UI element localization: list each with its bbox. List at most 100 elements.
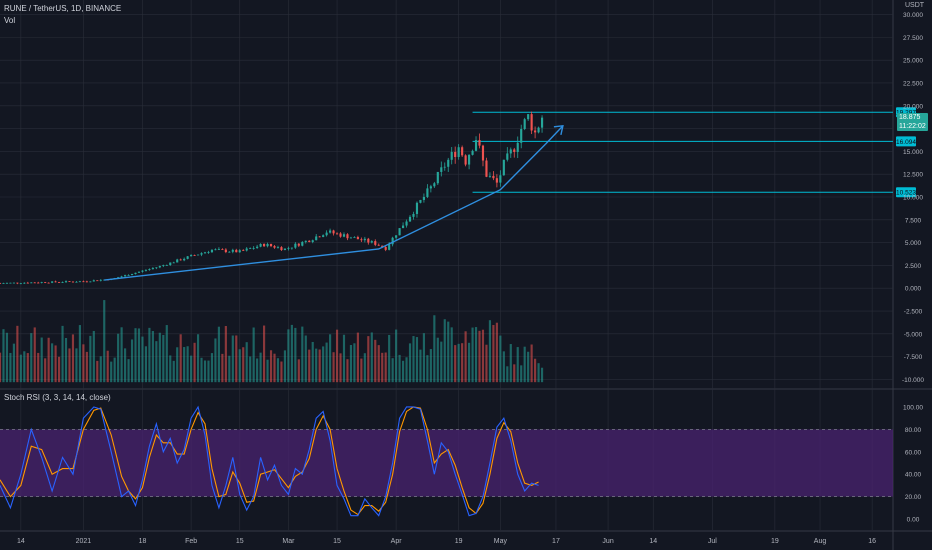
date-tick-label: 17	[552, 538, 560, 545]
candle-body	[454, 151, 457, 158]
volume-bar	[283, 350, 287, 383]
candle-body	[412, 213, 415, 217]
volume-bar	[370, 332, 373, 383]
volume-bar	[426, 355, 429, 383]
volume-bar	[513, 364, 516, 383]
candle-body	[308, 240, 311, 242]
volume-bar	[26, 353, 29, 383]
candle-body	[235, 249, 238, 253]
volume-bar	[332, 352, 335, 383]
candle-body	[495, 178, 498, 183]
candle-body	[273, 246, 276, 248]
date-tick-label: Feb	[185, 538, 197, 545]
candle-body	[0, 283, 2, 285]
volume-bar	[353, 343, 356, 383]
candle-body	[117, 277, 120, 279]
candle-body	[47, 282, 50, 284]
volume-bar	[221, 353, 224, 383]
candle-body	[398, 228, 401, 236]
volume-bar	[44, 358, 47, 383]
level-tag	[896, 136, 916, 147]
volume-bar	[30, 333, 33, 383]
candle-body	[165, 265, 168, 266]
volume-bar	[419, 349, 422, 383]
symbol-title[interactable]: RUNE / TetherUS, 1D, BINANCE	[4, 4, 122, 13]
candle-body	[33, 282, 36, 284]
candle-body	[217, 249, 220, 250]
date-tick-label: Aug	[814, 538, 827, 545]
candle-body	[294, 243, 297, 248]
candle-body	[325, 232, 328, 236]
volume-bar	[2, 329, 5, 383]
current-price-value: 18.875	[899, 114, 921, 121]
volume-bar	[415, 337, 419, 383]
volume-bar	[377, 345, 380, 383]
volume-bar	[113, 357, 116, 383]
volume-bar	[436, 337, 439, 383]
volume-bar	[137, 328, 141, 383]
candle-body	[481, 145, 485, 161]
candle-body	[318, 236, 321, 238]
candle-body	[339, 233, 342, 237]
volume-bar	[450, 327, 453, 383]
candle-body	[415, 202, 419, 214]
volume-bar	[78, 325, 81, 383]
volume-bar	[329, 334, 332, 383]
price-tick-label: -2.500	[904, 309, 923, 316]
candle-body	[422, 196, 425, 200]
volume-legend[interactable]: Vol	[4, 16, 16, 25]
volume-bar	[89, 335, 92, 383]
date-tick-label: 14	[649, 538, 657, 545]
price-tick-label: 5.000	[905, 240, 922, 247]
candle-body	[68, 281, 71, 282]
candle-body	[252, 248, 255, 249]
volume-bar	[130, 339, 134, 383]
volume-bar	[276, 358, 280, 383]
volume-bar	[287, 329, 290, 383]
candle-body	[537, 127, 540, 133]
trendline-arrow-shaft	[545, 125, 564, 145]
stoch-legend[interactable]: Stoch RSI (3, 3, 14, 14, close)	[4, 393, 111, 402]
stoch-tick-label: 60.00	[905, 449, 922, 456]
volume-bar	[245, 342, 248, 383]
volume-bar	[388, 334, 391, 383]
candle-body	[401, 225, 405, 229]
volume-bar	[280, 361, 283, 383]
volume-bar	[363, 353, 366, 383]
price-tick-label: 27.500	[903, 35, 923, 42]
price-tick-label: -10.000	[902, 377, 924, 384]
candle-body	[374, 241, 377, 245]
trendline-drawing[interactable]	[104, 125, 564, 281]
volume-bar	[158, 332, 161, 383]
candle-body	[266, 243, 269, 247]
volume-bar	[457, 343, 460, 383]
candle-body	[141, 270, 144, 272]
candle-body	[92, 280, 95, 282]
candle-body	[363, 238, 366, 241]
candle-body	[124, 275, 127, 277]
price-tick-label: 10.000	[903, 195, 923, 202]
volume-bar	[335, 329, 339, 383]
volume-bar	[61, 325, 64, 383]
volume-bar	[318, 349, 321, 383]
candle-body	[228, 251, 231, 253]
candle-body	[443, 166, 446, 168]
price-tick-label: 25.000	[903, 58, 923, 65]
price-tick-label: 12.500	[903, 172, 923, 179]
volume-bar	[263, 325, 266, 383]
volume-bar	[127, 359, 130, 383]
candle-body	[134, 272, 137, 275]
volume-bar	[68, 348, 71, 383]
stoch-tick-label: 20.00	[905, 494, 922, 501]
volume-bar	[381, 352, 384, 383]
candle-body	[158, 266, 161, 268]
candle-body	[9, 282, 12, 284]
candle-body	[311, 240, 314, 242]
candle-body	[144, 270, 148, 271]
candle-body	[196, 254, 200, 256]
volume-bar	[179, 334, 182, 383]
candle-body	[516, 142, 519, 152]
candle-body	[353, 237, 356, 238]
candle-body	[527, 114, 530, 120]
